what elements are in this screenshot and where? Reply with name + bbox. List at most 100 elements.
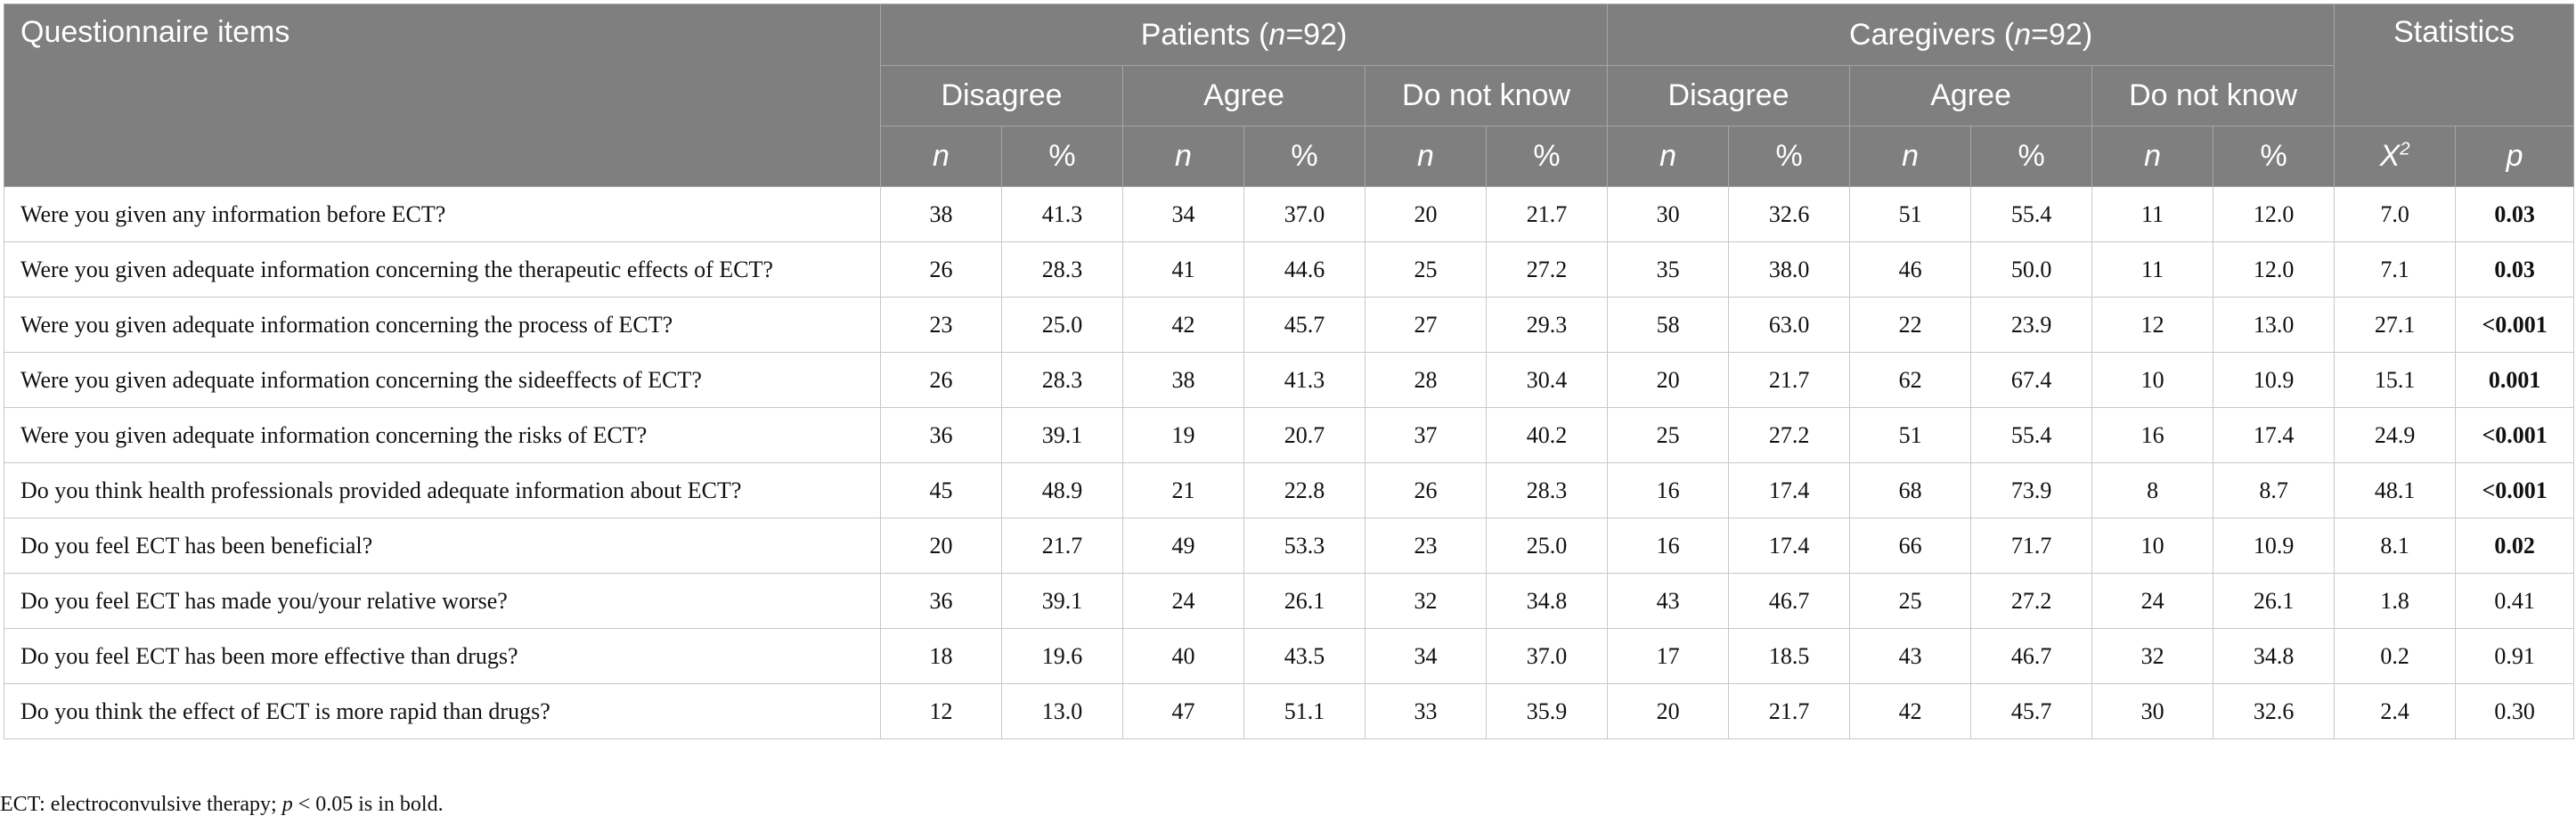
- header-n: n: [880, 126, 1002, 187]
- value-cell: 37.0: [1485, 628, 1609, 684]
- value-cell: 17.4: [2213, 407, 2336, 463]
- header-pct: %: [1728, 126, 1851, 187]
- chi-square-cell: 7.1: [2334, 241, 2457, 298]
- value-cell: 38: [880, 186, 1002, 242]
- value-cell: 51: [1849, 407, 1972, 463]
- value-cell: 26: [880, 352, 1002, 408]
- header-patients: Patients (n=92): [879, 4, 1609, 66]
- footnote-text-2: < 0.05 is in bold.: [292, 793, 444, 816]
- value-cell: 68: [1849, 462, 1972, 518]
- value-cell: 18.5: [1728, 628, 1851, 684]
- value-cell: 41.3: [1001, 186, 1123, 242]
- p-value-cell: 0.02: [2455, 518, 2575, 574]
- value-cell: 66: [1849, 518, 1972, 574]
- chi-square-cell: 1.8: [2334, 573, 2457, 629]
- value-cell: 30: [1607, 186, 1730, 242]
- value-cell: 39.1: [1001, 573, 1123, 629]
- value-cell: 32.6: [1728, 186, 1851, 242]
- table-row: Were you given adequate information conc…: [4, 297, 2575, 353]
- value-cell: 26: [1365, 462, 1487, 518]
- value-cell: 41.3: [1243, 352, 1365, 408]
- header-caregivers-disagree: Disagree: [1607, 65, 1851, 126]
- table-row: Do you feel ECT has been beneficial? 20 21…: [4, 518, 2575, 574]
- value-cell: 12: [880, 683, 1002, 739]
- value-cell: 21.7: [1728, 352, 1851, 408]
- value-cell: 32: [1365, 573, 1487, 629]
- header-chi-label: X: [2379, 139, 2401, 173]
- chi-square-cell: 24.9: [2334, 407, 2457, 463]
- value-cell: 55.4: [1970, 186, 2093, 242]
- value-cell: 62: [1849, 352, 1972, 408]
- value-cell: 27.2: [1970, 573, 2093, 629]
- value-cell: 23.9: [1970, 297, 2093, 353]
- header-n: n: [1849, 126, 1972, 187]
- value-cell: 44.6: [1243, 241, 1365, 298]
- question-cell: Do you feel ECT has been more effective …: [4, 628, 881, 684]
- value-cell: 41: [1122, 241, 1244, 298]
- header-chi-square: X2: [2334, 126, 2457, 187]
- value-cell: 24: [2091, 573, 2214, 629]
- p-value-cell: 0.91: [2455, 628, 2575, 684]
- value-cell: 27.2: [1728, 407, 1851, 463]
- value-cell: 26: [880, 241, 1002, 298]
- value-cell: 20: [1607, 683, 1730, 739]
- value-cell: 13.0: [2213, 297, 2336, 353]
- value-cell: 43.5: [1243, 628, 1365, 684]
- value-cell: 21.7: [1728, 683, 1851, 739]
- value-cell: 46.7: [1970, 628, 2093, 684]
- value-cell: 10.9: [2213, 352, 2336, 408]
- value-cell: 58: [1607, 297, 1730, 353]
- value-cell: 21: [1122, 462, 1244, 518]
- value-cell: 47: [1122, 683, 1244, 739]
- value-cell: 21.7: [1001, 518, 1123, 574]
- chi-square-cell: 0.2: [2334, 628, 2457, 684]
- chi-square-cell: 7.0: [2334, 186, 2457, 242]
- results-table-container: Questionnaire items Patients (n=92) Care…: [4, 4, 2575, 739]
- value-cell: 38: [1122, 352, 1244, 408]
- question-cell: Do you think the effect of ECT is more r…: [4, 683, 881, 739]
- value-cell: 19.6: [1001, 628, 1123, 684]
- question-cell: Were you given adequate information conc…: [4, 241, 881, 298]
- header-caregivers-dont-know: Do not know: [2091, 65, 2336, 126]
- table-row: Were you given any information before EC…: [4, 186, 2575, 242]
- header-p: p: [2455, 126, 2575, 187]
- question-cell: Were you given adequate information conc…: [4, 407, 881, 463]
- value-cell: 18: [880, 628, 1002, 684]
- value-cell: 40: [1122, 628, 1244, 684]
- value-cell: 8.7: [2213, 462, 2336, 518]
- value-cell: 20: [1365, 186, 1487, 242]
- value-cell: 46.7: [1728, 573, 1851, 629]
- value-cell: 25: [1607, 407, 1730, 463]
- value-cell: 35.9: [1485, 683, 1609, 739]
- value-cell: 32.6: [2213, 683, 2336, 739]
- header-pct: %: [1970, 126, 2093, 187]
- value-cell: 17.4: [1728, 518, 1851, 574]
- value-cell: 10.9: [2213, 518, 2336, 574]
- table-row: Were you given adequate information conc…: [4, 241, 2575, 298]
- value-cell: 36: [880, 573, 1002, 629]
- header-patients-dont-know: Do not know: [1364, 65, 1609, 126]
- value-cell: 34.8: [1485, 573, 1609, 629]
- value-cell: 25.0: [1485, 518, 1609, 574]
- header-chi-sup: 2: [2400, 139, 2410, 159]
- value-cell: 16: [1607, 518, 1730, 574]
- chi-square-cell: 8.1: [2334, 518, 2457, 574]
- p-value-cell: <0.001: [2455, 297, 2575, 353]
- value-cell: 30.4: [1485, 352, 1609, 408]
- header-pct: %: [1001, 126, 1123, 187]
- value-cell: 32: [2091, 628, 2214, 684]
- p-value-cell: <0.001: [2455, 407, 2575, 463]
- p-value-cell: <0.001: [2455, 462, 2575, 518]
- chi-square-cell: 27.1: [2334, 297, 2457, 353]
- value-cell: 46: [1849, 241, 1972, 298]
- header-caregivers-n: (n=92): [2003, 17, 2093, 52]
- value-cell: 25: [1849, 573, 1972, 629]
- chi-square-cell: 15.1: [2334, 352, 2457, 408]
- value-cell: 13.0: [1001, 683, 1123, 739]
- value-cell: 43: [1607, 573, 1730, 629]
- value-cell: 21.7: [1485, 186, 1609, 242]
- question-cell: Were you given any information before EC…: [4, 186, 881, 242]
- value-cell: 25: [1365, 241, 1487, 298]
- value-cell: 17: [1607, 628, 1730, 684]
- value-cell: 24: [1122, 573, 1244, 629]
